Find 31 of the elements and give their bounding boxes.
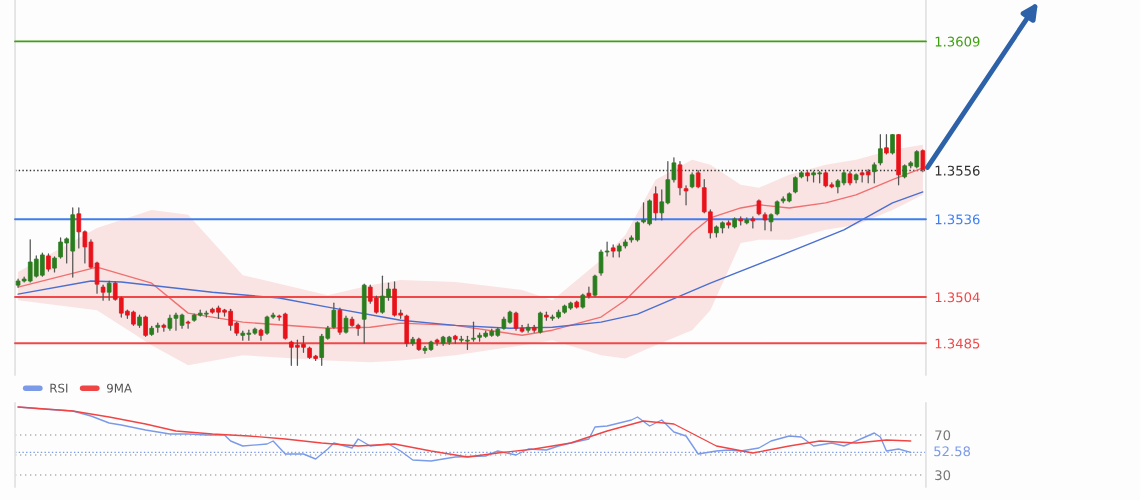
candlestick <box>653 186 658 221</box>
candlestick <box>592 274 598 297</box>
candlestick <box>471 321 476 342</box>
candlestick <box>920 149 926 173</box>
candlestick <box>434 338 440 346</box>
y-tick-label: 1.3556 <box>935 165 980 176</box>
candlestick <box>677 161 683 196</box>
line-series <box>17 191 924 329</box>
y-tick-label: 1.3609 <box>935 36 980 47</box>
candlestick <box>683 185 689 206</box>
y-tick-label: 30 <box>935 470 951 481</box>
candlestick <box>538 311 543 334</box>
y-tick-label: 1.3504 <box>935 292 980 303</box>
candlestick <box>768 213 774 232</box>
legend-label: 9MA <box>106 383 132 393</box>
candlestick <box>331 302 337 329</box>
candlestick <box>871 162 877 184</box>
candlestick <box>878 134 883 166</box>
candlestick <box>337 307 343 335</box>
ref-line-label: 52.58 <box>934 446 971 457</box>
candlestick <box>106 280 112 301</box>
candlestick <box>890 134 895 155</box>
y-tick-label: 70 <box>935 430 951 441</box>
candlestick <box>143 315 148 337</box>
candlestick <box>762 212 768 231</box>
y-tick-label: 1.3485 <box>935 338 980 349</box>
y-tick-label: 1.3536 <box>935 214 980 225</box>
candlestick <box>586 286 592 299</box>
candlestick <box>884 134 889 155</box>
candlestick <box>185 320 191 329</box>
legend-label: RSI <box>50 383 68 393</box>
